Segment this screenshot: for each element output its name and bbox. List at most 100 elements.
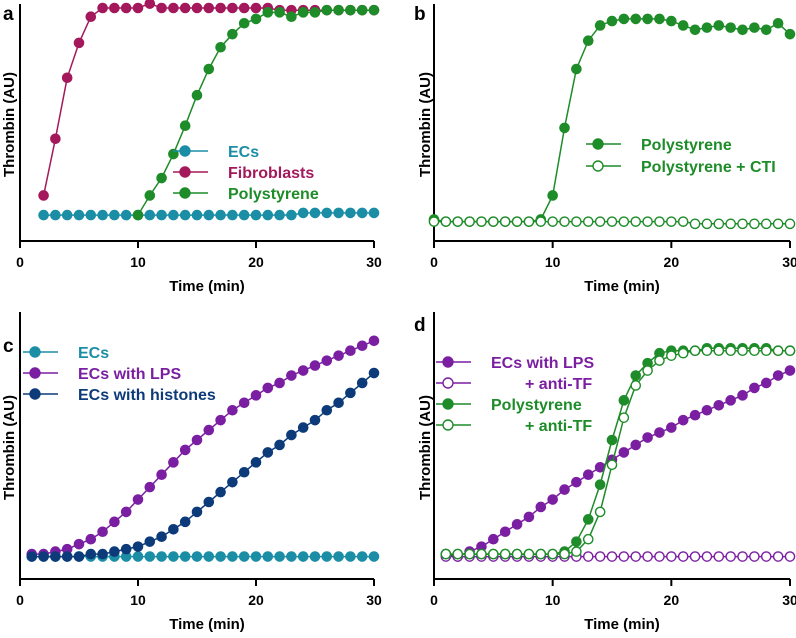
series-fibroblasts bbox=[38, 0, 380, 201]
data-point bbox=[132, 551, 144, 562]
data-point bbox=[61, 551, 73, 562]
data-point bbox=[215, 486, 226, 498]
data-point bbox=[642, 432, 653, 443]
legend-marker bbox=[29, 367, 41, 379]
data-point bbox=[156, 551, 167, 562]
data-point bbox=[203, 209, 215, 221]
data-point bbox=[191, 2, 203, 14]
data-point bbox=[179, 516, 191, 528]
series-ecs bbox=[38, 207, 380, 221]
x-tick-label: 30 bbox=[366, 254, 382, 270]
data-point bbox=[440, 216, 452, 227]
legend-label: Polystyrene + CTI bbox=[641, 159, 776, 176]
data-point bbox=[464, 548, 475, 560]
data-point bbox=[50, 209, 61, 221]
data-point bbox=[511, 216, 523, 227]
series-line bbox=[137, 9, 374, 216]
legend-label: Fibroblasts bbox=[228, 165, 314, 182]
data-point bbox=[618, 551, 630, 562]
data-point bbox=[144, 481, 156, 493]
data-point bbox=[772, 370, 784, 381]
data-point bbox=[511, 519, 523, 530]
data-point bbox=[356, 4, 368, 16]
data-point bbox=[286, 370, 297, 381]
legend-marker bbox=[442, 356, 454, 368]
data-point bbox=[97, 526, 108, 538]
data-point bbox=[309, 7, 321, 18]
data-point bbox=[666, 350, 677, 361]
data-point bbox=[689, 218, 701, 230]
data-point bbox=[250, 457, 262, 468]
data-point bbox=[582, 35, 594, 47]
legend-marker bbox=[179, 145, 191, 157]
data-point bbox=[132, 541, 144, 552]
data-point bbox=[618, 447, 630, 458]
data-point bbox=[238, 551, 250, 562]
data-point bbox=[274, 551, 285, 562]
data-point bbox=[760, 218, 772, 230]
data-point bbox=[677, 551, 689, 562]
data-point bbox=[238, 466, 250, 478]
data-point bbox=[309, 360, 321, 371]
legend: Polystyrene Polystyrene + CTI bbox=[586, 137, 776, 176]
data-point bbox=[203, 2, 215, 14]
legend-label: ECs with LPS bbox=[491, 355, 594, 372]
data-point bbox=[85, 11, 97, 23]
data-point bbox=[630, 380, 642, 391]
data-point bbox=[215, 209, 226, 221]
data-point bbox=[440, 548, 452, 560]
data-point bbox=[250, 209, 262, 221]
data-point bbox=[262, 551, 274, 562]
data-point bbox=[227, 476, 238, 488]
data-point bbox=[535, 548, 547, 560]
x-tick-label: 10 bbox=[130, 254, 146, 270]
data-point bbox=[250, 2, 262, 14]
data-point bbox=[97, 2, 108, 14]
data-point bbox=[772, 17, 784, 29]
data-point bbox=[73, 37, 85, 49]
data-point bbox=[345, 551, 356, 562]
data-point bbox=[73, 209, 85, 221]
series-polystyrene bbox=[132, 4, 380, 221]
series-line bbox=[445, 347, 790, 555]
data-point bbox=[215, 2, 226, 14]
data-point bbox=[654, 13, 665, 25]
panel-letter: a bbox=[3, 4, 14, 25]
legend-marker bbox=[442, 377, 454, 389]
data-point bbox=[488, 216, 499, 227]
data-point bbox=[168, 148, 179, 160]
data-point bbox=[630, 551, 642, 562]
data-point bbox=[606, 434, 618, 446]
data-point bbox=[772, 345, 784, 357]
data-point bbox=[713, 218, 725, 230]
data-point bbox=[333, 397, 344, 409]
data-point bbox=[132, 209, 144, 221]
data-point bbox=[61, 72, 73, 84]
data-point bbox=[452, 216, 464, 227]
x-tick-label: 10 bbox=[130, 592, 146, 608]
data-point bbox=[654, 551, 665, 562]
data-point bbox=[701, 22, 713, 33]
data-point bbox=[309, 414, 321, 426]
data-point bbox=[772, 218, 784, 230]
data-point bbox=[677, 414, 689, 426]
data-point bbox=[321, 355, 333, 366]
data-point bbox=[168, 2, 179, 14]
data-point bbox=[677, 216, 689, 227]
data-point bbox=[547, 548, 558, 560]
data-point bbox=[689, 24, 701, 36]
panel-a: a 0 10 20 30 Time (min) Thrombin (AU) ECs Fibrob… bbox=[1, 0, 382, 295]
data-point bbox=[760, 551, 772, 562]
data-point bbox=[737, 218, 748, 230]
data-point bbox=[523, 548, 535, 560]
data-point bbox=[760, 377, 772, 389]
data-point bbox=[356, 340, 368, 352]
data-point bbox=[250, 390, 262, 401]
data-point bbox=[784, 365, 796, 376]
data-point bbox=[547, 190, 558, 201]
x-tick-label: 0 bbox=[430, 592, 438, 608]
panel-letter: b bbox=[414, 4, 426, 25]
legend-marker bbox=[179, 187, 191, 199]
data-point bbox=[333, 4, 344, 16]
data-point bbox=[737, 345, 748, 357]
